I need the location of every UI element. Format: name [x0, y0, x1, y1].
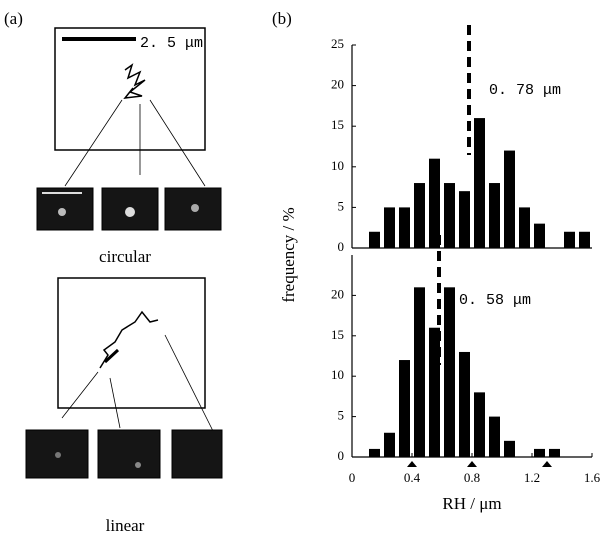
bar [369, 231, 380, 248]
y-tick-label: 10 [331, 158, 344, 173]
bar [429, 158, 440, 248]
marker [542, 461, 552, 467]
x-tick-label: 0.4 [404, 470, 421, 485]
x-axis-label: RH / μm [442, 494, 501, 513]
marker [407, 461, 417, 467]
bar [474, 118, 485, 248]
x-tick-label: 0 [349, 470, 356, 485]
bar [459, 351, 470, 457]
trajectory-circular [36, 27, 222, 231]
mean-label: 0. 78 μm [489, 82, 561, 99]
bar [534, 448, 545, 457]
panel-label: (b) [272, 9, 292, 28]
y-tick-label: 0 [338, 448, 345, 463]
y-tick-label: 15 [331, 327, 344, 342]
bar [504, 150, 515, 248]
trajectory-label: linear [106, 516, 145, 535]
bar [579, 231, 590, 248]
y-tick-label: 20 [331, 286, 344, 301]
bar [369, 448, 380, 457]
y-axis-label: frequency / % [279, 207, 298, 302]
bar [444, 183, 455, 248]
y-tick-label: 20 [331, 77, 344, 92]
bar [519, 207, 530, 248]
bar [489, 183, 500, 248]
bar [504, 440, 515, 457]
bar [384, 432, 395, 457]
mean-label: 0. 58 μm [459, 292, 531, 309]
y-tick-label: 25 [331, 36, 344, 51]
bar [459, 191, 470, 248]
y-tick-label: 10 [331, 367, 344, 382]
bar [474, 392, 485, 457]
bar [414, 183, 425, 248]
trajectory-linear [25, 277, 223, 479]
bar [534, 223, 545, 248]
y-tick-label: 15 [331, 117, 344, 132]
bar [489, 416, 500, 457]
y-tick-label: 5 [338, 408, 345, 423]
bar [399, 207, 410, 248]
bar [429, 327, 440, 457]
bar [399, 360, 410, 457]
bar [549, 448, 560, 457]
y-tick-label: 5 [338, 198, 345, 213]
trajectory-label: circular [99, 247, 151, 266]
bar [384, 207, 395, 248]
x-tick-label: 1.2 [524, 470, 540, 485]
bar [414, 287, 425, 457]
panel-label: (a) [4, 9, 23, 28]
bar [564, 231, 575, 248]
marker [467, 461, 477, 467]
y-tick-label: 0 [338, 239, 345, 254]
bar [444, 287, 455, 457]
x-tick-label: 0.8 [464, 470, 480, 485]
x-tick-label: 1.6 [584, 470, 600, 485]
scale-label: 2. 5 μm [140, 35, 203, 52]
